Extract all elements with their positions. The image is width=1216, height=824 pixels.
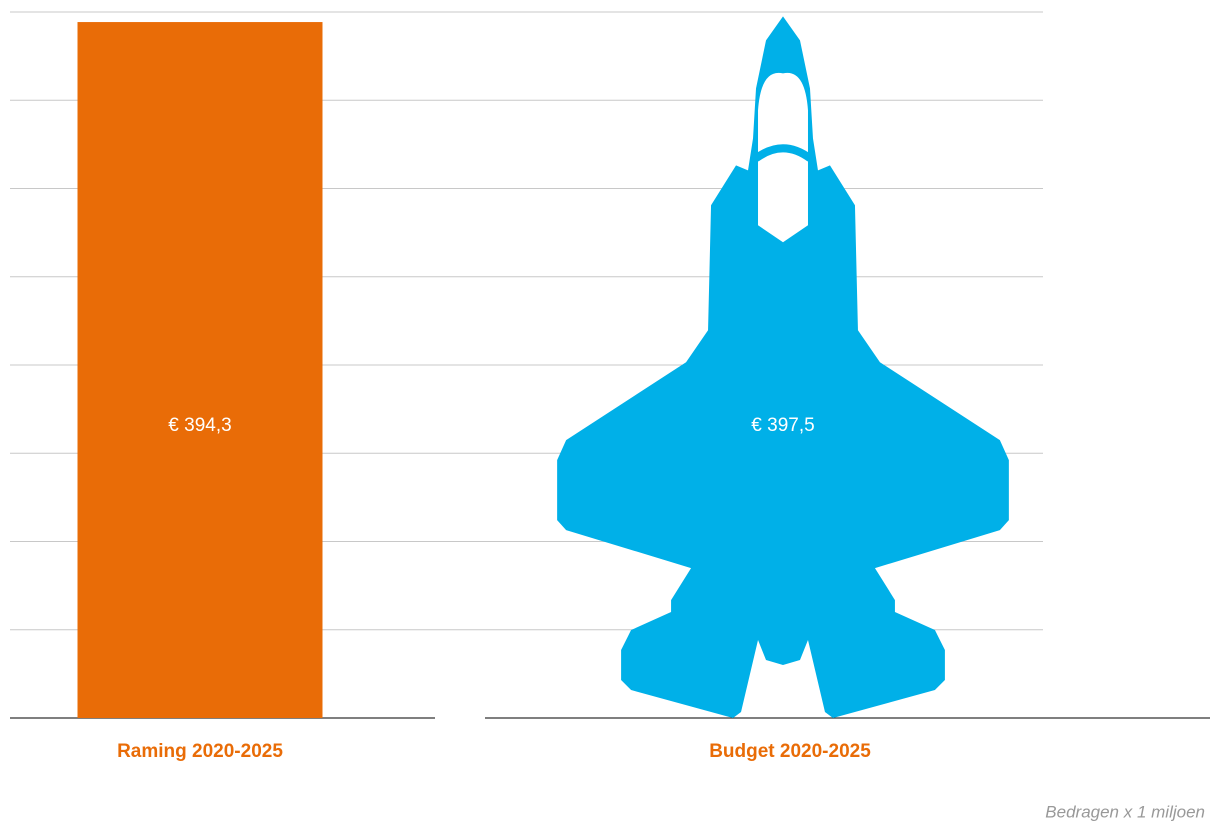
note: Bedragen x 1 miljoen: [1045, 802, 1205, 821]
x-tick-label: Raming 2020-2025: [117, 741, 283, 762]
bar: [77, 22, 323, 719]
x-tick-label: Budget 2020-2025: [709, 741, 871, 762]
jet-bar: [557, 16, 1009, 719]
canopy-frame: [753, 144, 813, 162]
value-label: € 394,3: [168, 415, 231, 436]
bar: [557, 16, 1009, 719]
value-label: € 397,5: [751, 415, 814, 436]
canopy: [758, 72, 808, 243]
